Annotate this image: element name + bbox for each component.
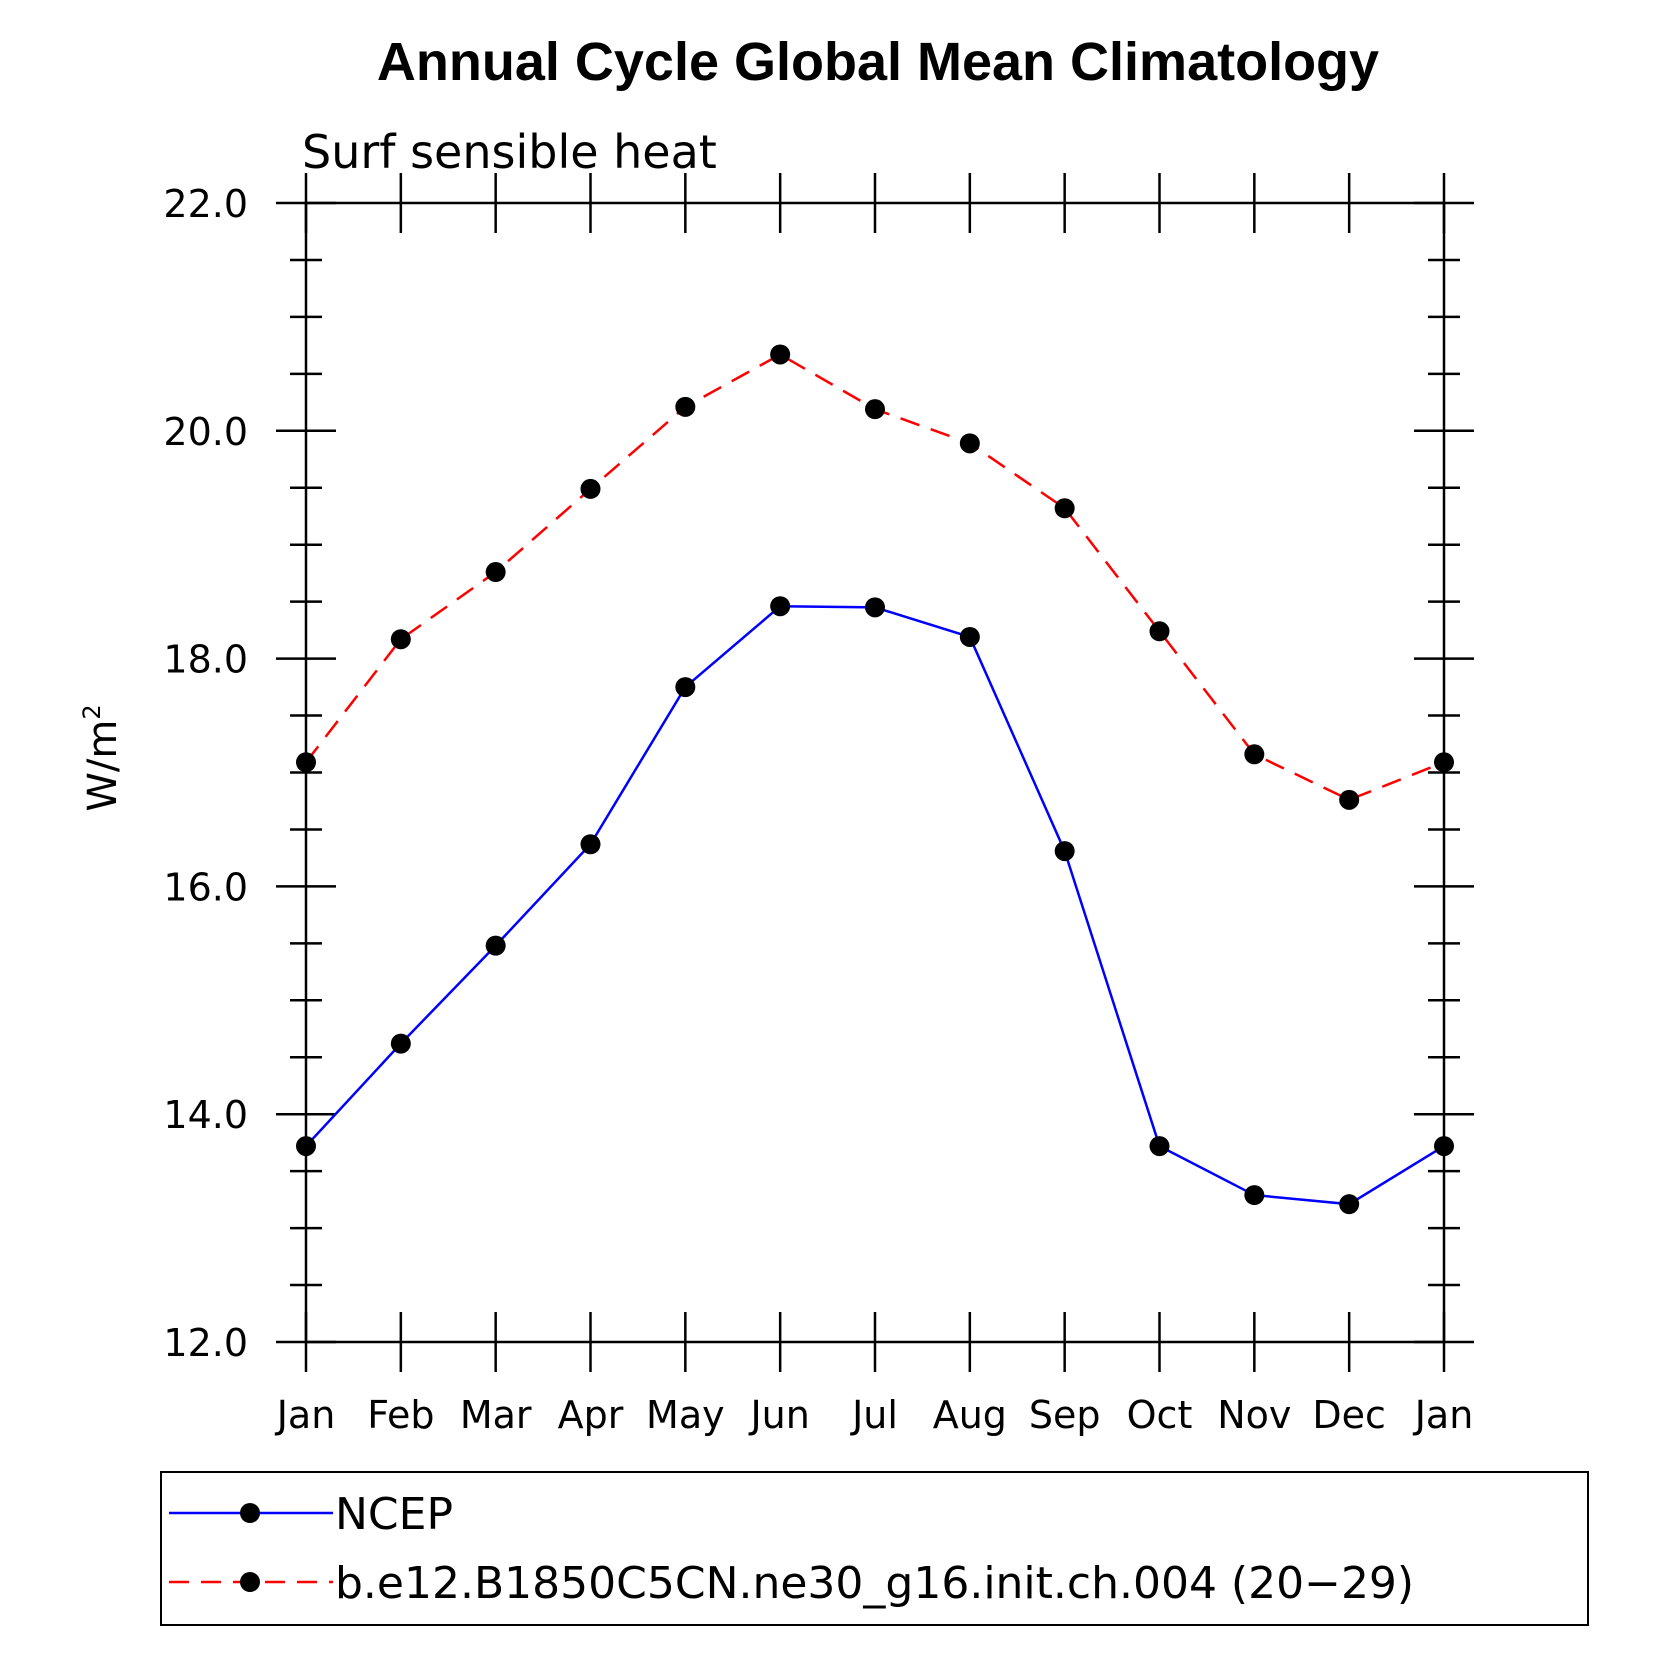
data-point [1054,498,1075,519]
x-tick-label: Jun [748,1393,809,1437]
data-point [1244,1185,1265,1206]
y-tick-label: 16.0 [163,865,248,909]
data-point [675,677,696,698]
y-axis-label: W/m2 [78,704,126,811]
legend-label: NCEP [335,1489,453,1540]
data-point [959,433,980,454]
data-point [390,1033,411,1054]
y-axis-label-main: W/m [80,720,126,812]
series-line [305,604,1445,1206]
y-tick-label: 20.0 [163,410,248,454]
data-point [1149,1136,1170,1157]
series-layer [296,344,1454,1215]
data-point [959,626,980,647]
data-point [580,834,601,855]
data-point [485,562,506,583]
x-tick-label: Jul [850,1393,898,1437]
data-point [865,399,885,420]
plot-frame [304,201,1446,1344]
data-point [1054,841,1075,862]
data-point [1244,744,1265,765]
x-tick-label: Dec [1312,1393,1386,1437]
series-2 [296,344,1454,810]
data-point [1434,752,1454,773]
x-tick-label: Sep [1029,1393,1101,1437]
legend-box [160,1471,1589,1626]
data-point [296,752,316,773]
legend-marker [240,1503,260,1523]
series-1 [296,596,1454,1215]
data-point [675,396,696,417]
data-point [1149,621,1170,642]
x-tick-label: Oct [1127,1393,1193,1437]
y-axis-label-sup: 2 [78,704,106,719]
series-line [305,353,1445,802]
y-tick-label: 12.0 [163,1321,248,1365]
x-tick-label: Jan [275,1393,336,1437]
legend: NCEP b.e12.B1850C5CN.ne30_g16.init.ch.004… [160,1471,1589,1626]
legend-label: b.e12.B1850C5CN.ne30_g16.init.ch.004 (20… [335,1558,1414,1609]
x-tick-label: Mar [460,1393,532,1437]
x-tick-label: Nov [1217,1393,1291,1437]
x-tick-label: Jan [1413,1393,1474,1437]
data-point [485,935,506,956]
data-point [390,629,411,650]
y-tick-label: 14.0 [163,1093,248,1137]
x-tick-label: Aug [933,1393,1007,1437]
data-point [770,344,791,365]
chart-subtitle: Surf sensible heat [302,125,717,179]
data-point [1339,789,1360,810]
data-point [1339,1194,1360,1215]
x-tick-label: Apr [558,1393,624,1437]
data-point [580,478,601,499]
x-tick-label: Feb [367,1393,434,1437]
data-point [770,596,791,617]
data-point [296,1136,316,1157]
plot-axes: 12.0 14.0 16.0 18.0 20.0 22.0 Jan Feb Mar Apr May J… [163,173,1474,1437]
chart-title: Annual Cycle Global Mean Climatology [377,32,1379,92]
x-tick-label: May [646,1393,725,1437]
data-point [865,597,885,618]
data-point [1434,1136,1454,1157]
y-tick-label: 22.0 [163,182,248,226]
legend-marker [240,1572,260,1592]
y-tick-label: 18.0 [163,638,248,682]
